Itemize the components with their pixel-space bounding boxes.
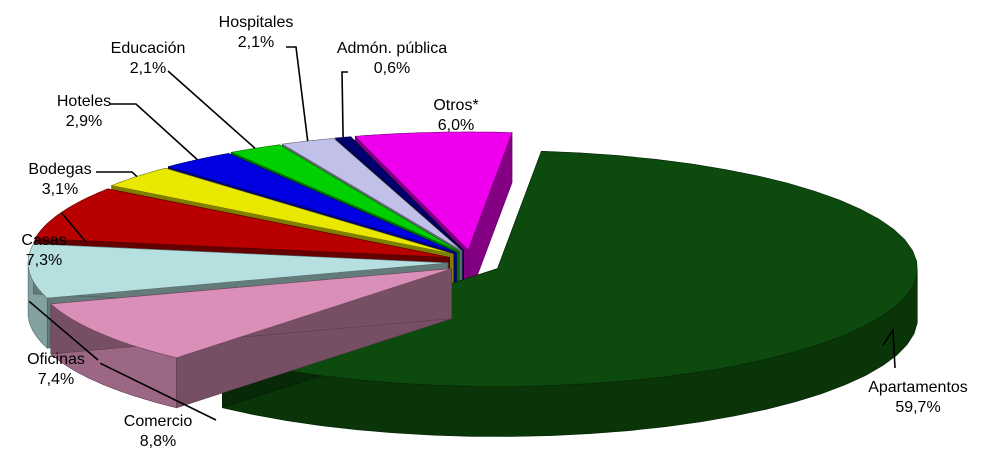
- slice-category: Educación: [111, 40, 186, 57]
- slice-category: Admón. pública: [337, 40, 447, 57]
- leader-line-6: [110, 103, 198, 161]
- slice-category: Casas: [21, 232, 66, 249]
- slice-value: 2,9%: [66, 113, 102, 130]
- slice-label-6: Hoteles 2,9%: [57, 93, 111, 130]
- slice-category: Otros*: [433, 97, 478, 114]
- leader-lines: [28, 46, 896, 421]
- slice-value: 7,3%: [26, 252, 62, 269]
- slice-label-10: Otros* 6,0%: [433, 97, 478, 134]
- slice-category: Comercio: [124, 413, 193, 430]
- slice-category: Bodegas: [28, 161, 91, 178]
- slice-label-4: Casas 7,3%: [21, 232, 66, 269]
- slice-value: 3,1%: [42, 181, 78, 198]
- pie-slice-2: [50, 268, 452, 409]
- leader-line-7: [167, 70, 256, 149]
- leader-line-8: [286, 46, 309, 142]
- slice-category: Hoteles: [57, 93, 111, 110]
- slice-value: 2,1%: [130, 60, 166, 77]
- slice-value: 8,8%: [140, 433, 176, 450]
- slice-label-1: Apartamentos 59,7%: [868, 379, 968, 416]
- slice-value: 6,0%: [438, 117, 474, 134]
- leader-line-4: [60, 211, 87, 243]
- leader-line-5: [96, 171, 138, 178]
- leader-line-3: [28, 300, 99, 361]
- slice-label-2: Comercio 8,8%: [124, 413, 193, 450]
- leader-line-1: [882, 327, 896, 369]
- pie-slices: [27, 131, 918, 437]
- slice-value: 7,4%: [38, 371, 74, 388]
- leader-line-2: [99, 362, 217, 421]
- slice-label-3: Oficinas 7,4%: [27, 351, 85, 388]
- slice-label-8: Hospitales 2,1%: [219, 14, 294, 51]
- slice-category: Hospitales: [219, 14, 294, 31]
- slice-value: 0,6%: [374, 60, 410, 77]
- slice-label-5: Bodegas 3,1%: [28, 161, 91, 198]
- slice-category: Oficinas: [27, 351, 85, 368]
- slice-label-7: Educación 2,1%: [111, 40, 186, 77]
- slice-label-9: Admón. pública 0,6%: [337, 40, 447, 77]
- slice-labels: Apartamentos 59,7% Comercio 8,8% Oficinas 7,4…: [21, 14, 967, 450]
- slice-value: 59,7%: [895, 399, 940, 416]
- slice-category: Apartamentos: [868, 379, 968, 396]
- slice-value: 2,1%: [238, 34, 274, 51]
- leader-line-9: [341, 71, 348, 138]
